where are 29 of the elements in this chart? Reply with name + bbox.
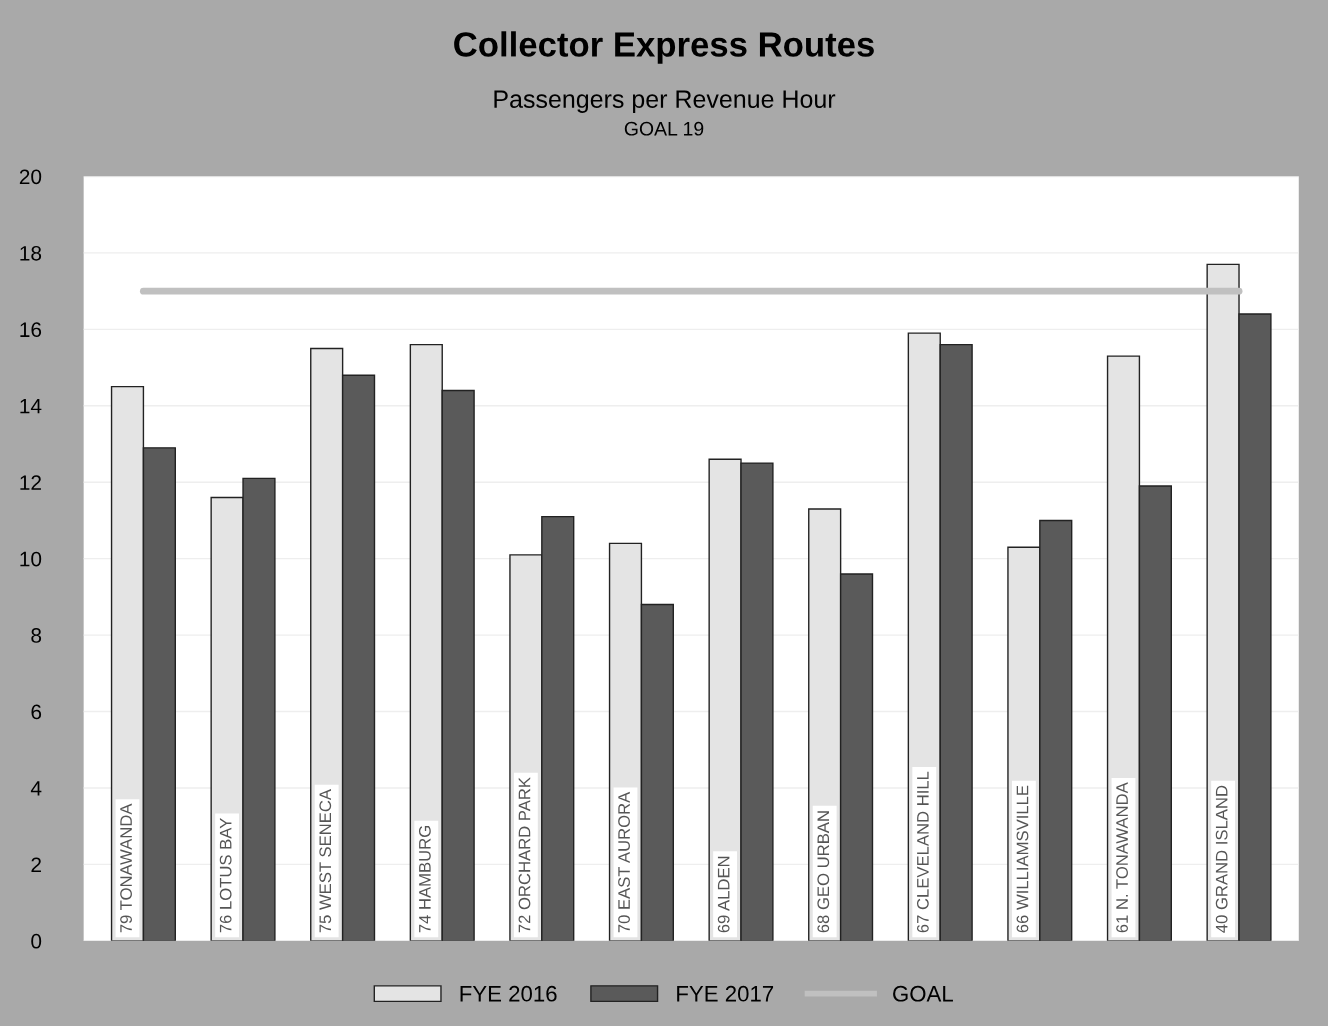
x-tick-label: 66 WILLIAMSVILLE: [1016, 785, 1029, 933]
x-tick-label: 67 CLEVELAND HILL: [916, 771, 929, 933]
x-tick-label: 75 WEST SENECA: [319, 789, 332, 933]
y-tick-label: 20: [19, 169, 42, 185]
y-tick-label: 12: [20, 475, 41, 490]
x-tick-label: 76 LOTUS BAY: [219, 818, 232, 933]
y-tick-label: 10: [20, 551, 42, 567]
x-tick-label: 70 EAST AURORA: [618, 791, 630, 933]
x-tick-label: 74 HAMBURG: [418, 826, 431, 933]
x-tick-label: 61 N. TONAWANDA: [1116, 782, 1128, 933]
y-tick-label: 0: [31, 933, 42, 949]
text: GOAL 19: [624, 121, 704, 136]
y-tick-label: 6: [31, 704, 42, 720]
x-tick-label: 72 ORCHARD PARK: [518, 777, 531, 933]
chart-title: Collector Express Routes: [454, 31, 874, 64]
legend-label: FYE 2016: [460, 985, 557, 1002]
y-tick-label: 14: [20, 399, 42, 414]
x-tick-label: 69 ALDEN: [717, 856, 730, 933]
legend-label: FYE 2017: [677, 985, 774, 1002]
y-tick-label: 16: [20, 322, 42, 338]
y-tick-label: 2: [31, 857, 41, 872]
y-tick-label: 18: [20, 245, 42, 261]
y-tick-label: 4: [30, 781, 42, 796]
chart-subtitle: Passengers per Revenue Hour: [494, 90, 836, 113]
x-tick-label: 79 TONAWANDA: [120, 803, 132, 933]
x-tick-label: 40 GRAND ISLAND: [1215, 785, 1228, 933]
legend-label: GOAL: [893, 985, 953, 1002]
x-tick-label: 68 GEO URBAN: [817, 811, 830, 933]
y-tick-label: 8: [31, 628, 42, 643]
